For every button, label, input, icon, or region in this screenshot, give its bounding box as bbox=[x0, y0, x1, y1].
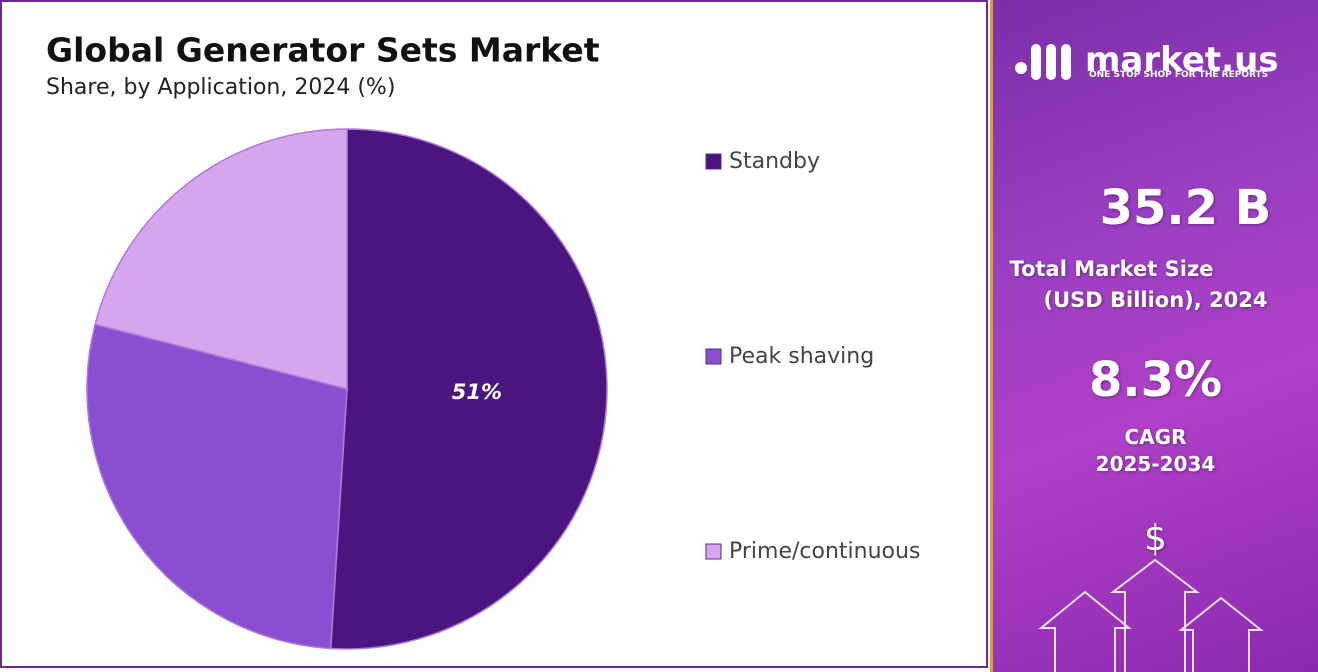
pie-slice bbox=[94, 128, 348, 390]
sidebar-art bbox=[1015, 44, 1264, 672]
cagr-label: CAGR bbox=[1124, 425, 1187, 449]
legend-label: Standby bbox=[729, 149, 820, 174]
market-size-label: Total Market Size bbox=[1009, 257, 1214, 281]
chart-subtitle: Share, by Application, 2024 (%) bbox=[46, 75, 395, 100]
legend-label: Prime/continuous bbox=[729, 539, 920, 564]
market-size-label: (USD Billion), 2024 bbox=[1043, 288, 1268, 312]
arrows-icon bbox=[1038, 558, 1264, 672]
cagr-value: 8.3% bbox=[1088, 352, 1223, 408]
pie-slice bbox=[329, 128, 608, 650]
chart: Global Generator Sets Market Share, by A… bbox=[46, 31, 920, 650]
data-label: 51% bbox=[452, 380, 502, 404]
brand: market.us bbox=[1085, 40, 1279, 80]
legend-swatch bbox=[705, 348, 722, 365]
tagline: ONE STOP SHOP FOR THE REPORTS bbox=[1089, 70, 1269, 80]
legend-swatch bbox=[705, 153, 722, 170]
legend-label: Peak shaving bbox=[729, 344, 874, 369]
market-size: 35.2 B bbox=[1099, 180, 1272, 236]
chart-title: Global Generator Sets Market bbox=[46, 31, 600, 70]
cagr-period: 2025-2034 bbox=[1095, 452, 1216, 476]
sidebar: market.us ONE STOP SHOP FOR THE REPORTS … bbox=[990, 0, 1318, 672]
pie-slice bbox=[86, 323, 348, 650]
logo-icon bbox=[1015, 44, 1071, 80]
legend-swatch bbox=[705, 543, 722, 560]
chart-panel: Global Generator Sets Market Share, by A… bbox=[0, 0, 988, 668]
dollar-icon: $ bbox=[1144, 518, 1167, 559]
